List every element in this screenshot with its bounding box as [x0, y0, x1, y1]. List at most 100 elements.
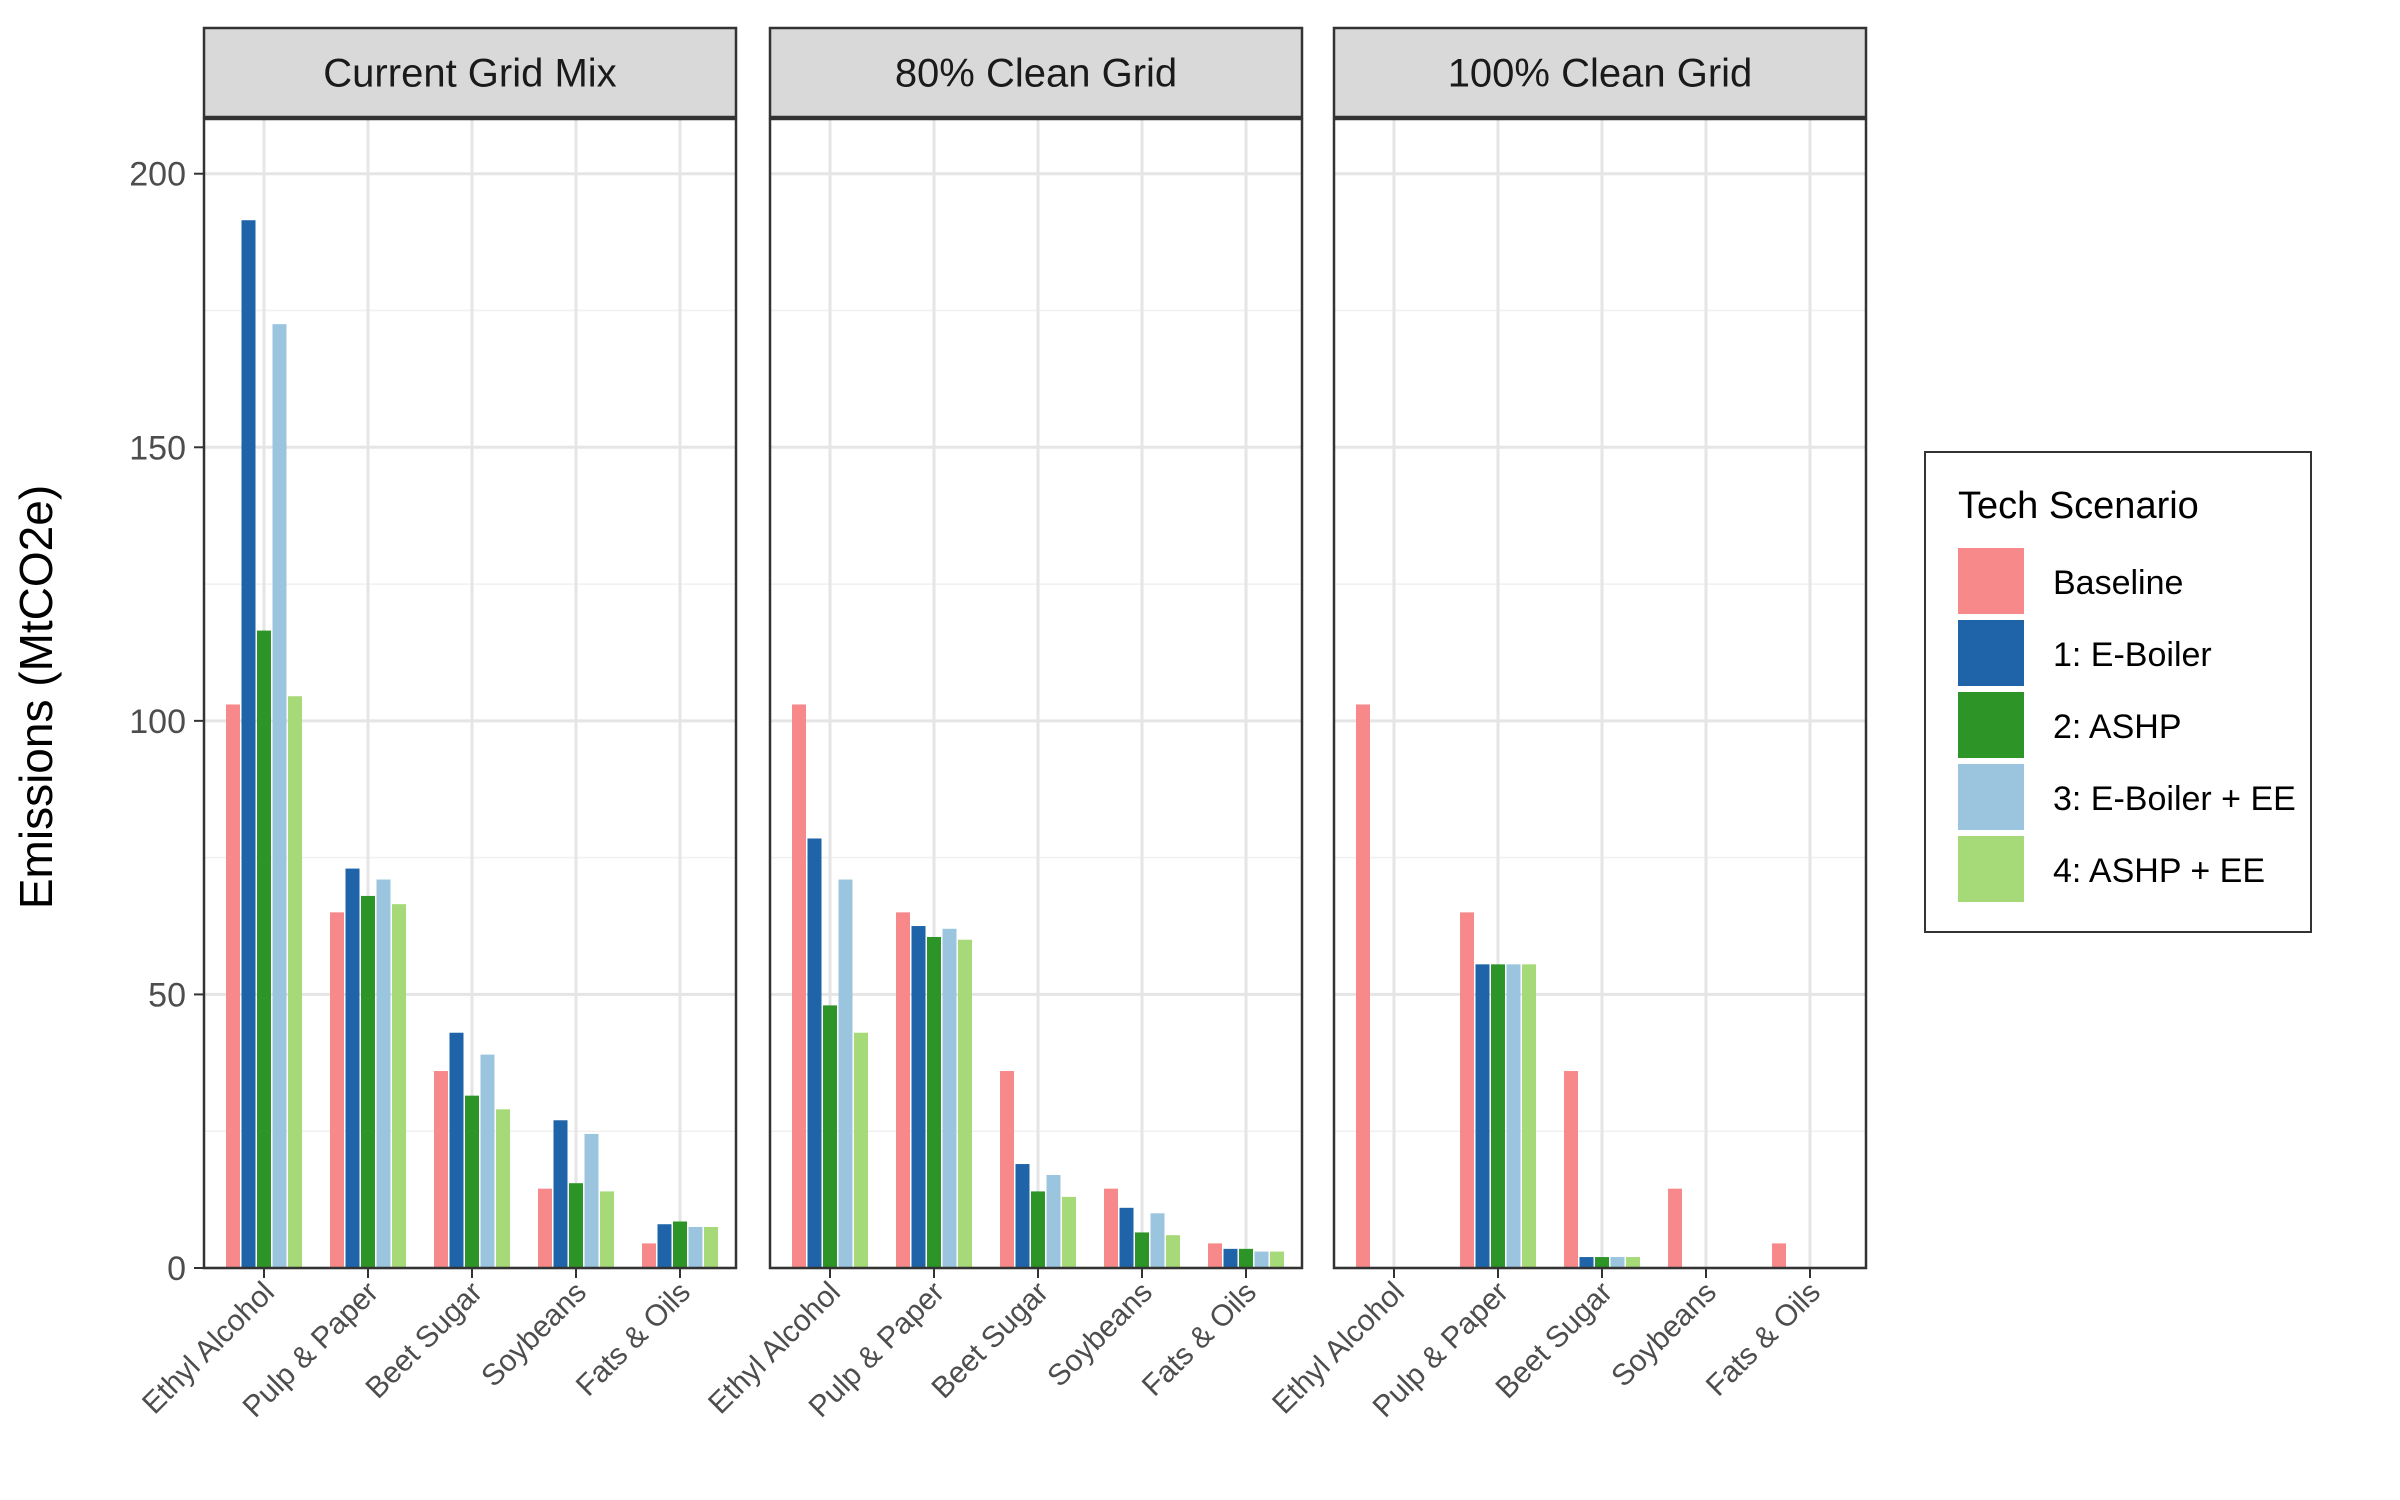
bar: [1564, 1071, 1578, 1268]
bar: [1626, 1257, 1640, 1268]
bar: [688, 1226, 703, 1268]
y-axis-title: Emissions (MtCO2e): [10, 485, 62, 909]
y-tick-label: 0: [167, 1250, 186, 1288]
bar: [465, 1095, 479, 1268]
bar: [792, 704, 806, 1268]
bar: [1046, 1174, 1061, 1268]
legend-label: 2: ASHP: [2053, 708, 2182, 746]
bar: [449, 1032, 464, 1268]
legend-label: 4: ASHP + EE: [2053, 852, 2265, 890]
bar: [1506, 964, 1521, 1268]
y-tick-label: 50: [148, 976, 186, 1014]
legend-key: [1958, 764, 2024, 830]
bar: [1356, 704, 1370, 1268]
legend-label: Baseline: [2053, 564, 2183, 602]
bar: [553, 1120, 568, 1268]
bar: [642, 1243, 656, 1268]
bar: [1062, 1196, 1076, 1268]
bar: [1208, 1243, 1222, 1268]
x-tick-label: Fats & Oils: [570, 1276, 697, 1403]
bar: [392, 904, 406, 1268]
bar: [1015, 1164, 1030, 1268]
facet-strip: [202, 26, 738, 119]
bar: [854, 1032, 868, 1268]
legend-key: [1958, 548, 2024, 614]
bar: [538, 1188, 552, 1268]
bar: [823, 1005, 837, 1268]
x-tick-label: Fats & Oils: [1136, 1276, 1263, 1403]
bar: [226, 704, 240, 1268]
bar: [1166, 1235, 1180, 1268]
y-tick-label: 200: [129, 156, 186, 194]
bar: [1610, 1257, 1625, 1268]
bar: [1270, 1251, 1284, 1268]
panel-background: [1334, 119, 1866, 1268]
bar: [1491, 964, 1505, 1268]
y-tick-label: 150: [129, 429, 186, 467]
bar: [807, 838, 822, 1268]
bar: [1223, 1248, 1238, 1268]
x-tick-label: Fats & Oils: [1700, 1276, 1827, 1403]
bar: [1135, 1232, 1149, 1268]
bar: [1772, 1243, 1786, 1268]
bar: [1150, 1213, 1165, 1268]
bar: [1000, 1071, 1014, 1268]
legend-label: 3: E-Boiler + EE: [2053, 780, 2296, 818]
facet-strip: [1332, 26, 1868, 119]
bar: [345, 868, 360, 1268]
bar: [1119, 1207, 1134, 1268]
bar: [330, 912, 344, 1268]
bar: [1239, 1248, 1253, 1268]
legend: Tech Scenario Baseline 1: E-Boiler 2: ASHP 3…: [1924, 451, 2312, 933]
y-axis-title-group: Emissions (MtCO2e): [10, 485, 62, 909]
facet-title: Current Grid Mix: [323, 52, 616, 96]
bar: [288, 696, 302, 1268]
bar: [896, 912, 910, 1268]
bar: [1104, 1188, 1118, 1268]
bar: [257, 630, 271, 1268]
bar: [657, 1224, 672, 1268]
bar: [942, 928, 957, 1268]
bar: [1595, 1257, 1609, 1268]
bar: [927, 936, 941, 1268]
bar: [434, 1071, 448, 1268]
legend-key: [1958, 836, 2024, 902]
panel-border: [768, 117, 1304, 1270]
bar: [361, 895, 375, 1268]
bar: [584, 1133, 599, 1268]
y-axis: 0 50 100 150 200: [129, 156, 204, 1288]
bar: [958, 939, 972, 1268]
bar: [1475, 964, 1490, 1268]
bar: [480, 1054, 495, 1268]
legend-key: [1958, 620, 2024, 686]
bar: [1668, 1188, 1682, 1268]
panel-border: [202, 117, 738, 1270]
bar: [673, 1221, 687, 1268]
bar: [569, 1183, 583, 1268]
bar: [911, 926, 926, 1268]
facet-title: 100% Clean Grid: [1448, 52, 1753, 96]
panel-border: [1332, 117, 1868, 1270]
facet-title: 80% Clean Grid: [895, 52, 1177, 96]
bar: [704, 1226, 718, 1268]
bar: [1460, 912, 1474, 1268]
bar: [600, 1191, 614, 1268]
legend-key: [1958, 692, 2024, 758]
bar: [1579, 1257, 1594, 1268]
bar: [1254, 1251, 1269, 1268]
legend-label: 1: E-Boiler: [2053, 636, 2212, 674]
bar: [241, 220, 256, 1268]
bar: [838, 879, 853, 1268]
bar: [1522, 964, 1536, 1268]
bar: [1031, 1191, 1045, 1268]
bar: [376, 879, 391, 1268]
bar: [272, 324, 287, 1268]
facet-strip: [768, 26, 1304, 119]
y-tick-label: 100: [129, 703, 186, 741]
legend-title: Tech Scenario: [1958, 485, 2199, 527]
